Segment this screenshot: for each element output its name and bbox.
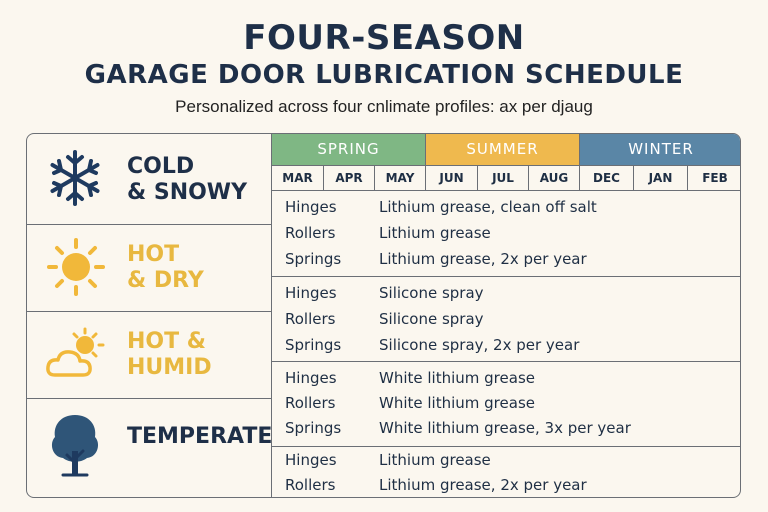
table-row: Hinges White lithium grease [272, 369, 740, 391]
profile-label-line1: COLD [127, 154, 195, 179]
table-row: Rollers Lithium grease [272, 224, 740, 246]
profile-label-line2: & DRY [127, 268, 204, 293]
part-name: Rollers [285, 224, 336, 242]
profile-label: HOT & DRY [127, 242, 204, 294]
part-name: Rollers [285, 476, 336, 494]
profile-column: COLD & SNOWY HOT & DRY [27, 134, 272, 497]
lubricant: White lithium grease, 3x per year [379, 419, 631, 437]
season-summer: SUMMER [426, 134, 580, 165]
tree-icon [51, 415, 99, 477]
sun-icon [47, 238, 105, 296]
month-cell: DEC [580, 166, 634, 190]
table-row: Springs White lithium grease, 3x per yea… [272, 419, 740, 441]
page-title-line2: GARAGE DOOR LUBRICATION SCHEDULE [84, 60, 684, 90]
profile-hot-dry: HOT & DRY [27, 224, 271, 312]
season-spring: SPRING [272, 134, 426, 165]
profile-cold-snowy: COLD & SNOWY [27, 134, 271, 225]
month-cell: MAR [272, 166, 324, 190]
part-name: Springs [285, 250, 342, 268]
table-row: Springs Silicone spray, 2x per year [272, 336, 740, 358]
month-cell: JUN [426, 166, 478, 190]
lubricant: Lithium grease, 2x per year [379, 250, 587, 268]
lubricant: Lithium grease [379, 224, 491, 242]
table-row: Rollers Silicone spray [272, 310, 740, 332]
profile-label: HOT & HUMID [127, 329, 212, 381]
page-subtitle: Personalized across four cnlimate profil… [175, 97, 593, 116]
profile-label-line2: & SNOWY [127, 180, 248, 205]
month-cell: FEB [702, 171, 728, 185]
schedule-block-cold-snowy: Hinges Lithium grease, clean off salt Ro… [272, 191, 740, 277]
month-cell: APR [324, 166, 375, 190]
lubricant: Silicone spray [379, 284, 484, 302]
season-winter: WINTER [580, 134, 740, 165]
month-cell: MAY [375, 166, 426, 190]
page-title: FOUR-SEASON [243, 18, 525, 58]
month-cell: JAN [634, 166, 688, 190]
part-name: Hinges [285, 369, 337, 387]
profile-label: COLD & SNOWY [127, 154, 247, 206]
schedule-block-hot-dry: Hinges Silicone spray Rollers Silicone s… [272, 277, 740, 362]
lubricant: White lithium grease [379, 369, 535, 387]
table-row: Rollers White lithium grease [272, 394, 740, 416]
part-name: Hinges [285, 198, 337, 216]
profile-hot-humid: HOT & HUMID [27, 311, 271, 399]
schedule-table: COLD & SNOWY HOT & DRY [26, 133, 741, 498]
snowflake-icon [50, 150, 100, 206]
lubricant: Lithium grease, clean off salt [379, 198, 597, 216]
month-header: MAR APR MAY JUN JUL AUG DEC JAN FEB [272, 165, 740, 191]
profile-label-line1: HOT & [127, 329, 206, 354]
table-row: Hinges Silicone spray [272, 284, 740, 306]
table-row: Hinges Lithium grease [272, 451, 740, 473]
schedule-block-hot-humid: Hinges White lithium grease Rollers Whit… [272, 362, 740, 447]
lubricant: Lithium grease [379, 451, 491, 469]
lubricant: White lithium grease [379, 394, 535, 412]
profile-label: TEMPERATE [127, 424, 272, 450]
part-name: Rollers [285, 310, 336, 328]
sun-cloud-icon [46, 327, 105, 377]
part-name: Hinges [285, 284, 337, 302]
part-name: Springs [285, 336, 342, 354]
month-cell: JUL [478, 166, 529, 190]
profile-label-line1: TEMPERATE [127, 424, 273, 449]
profile-temperate: TEMPERATE [27, 398, 272, 497]
month-cell: AUG [529, 166, 580, 190]
table-row: Rollers Lithium grease, 2x per year [272, 476, 740, 497]
table-row: Hinges Lithium grease, clean off salt [272, 198, 740, 220]
part-name: Springs [285, 419, 342, 437]
schedule-block-temperate: Hinges Lithium grease Rollers Lithium gr… [272, 447, 740, 497]
part-name: Hinges [285, 451, 337, 469]
table-row: Springs Lithium grease, 2x per year [272, 250, 740, 272]
profile-label-line2: HUMID [127, 355, 212, 380]
lubricant: Silicone spray, 2x per year [379, 336, 580, 354]
lubricant: Silicone spray [379, 310, 484, 328]
profile-label-line1: HOT [127, 242, 180, 267]
part-name: Rollers [285, 394, 336, 412]
lubricant: Lithium grease, 2x per year [379, 476, 587, 494]
